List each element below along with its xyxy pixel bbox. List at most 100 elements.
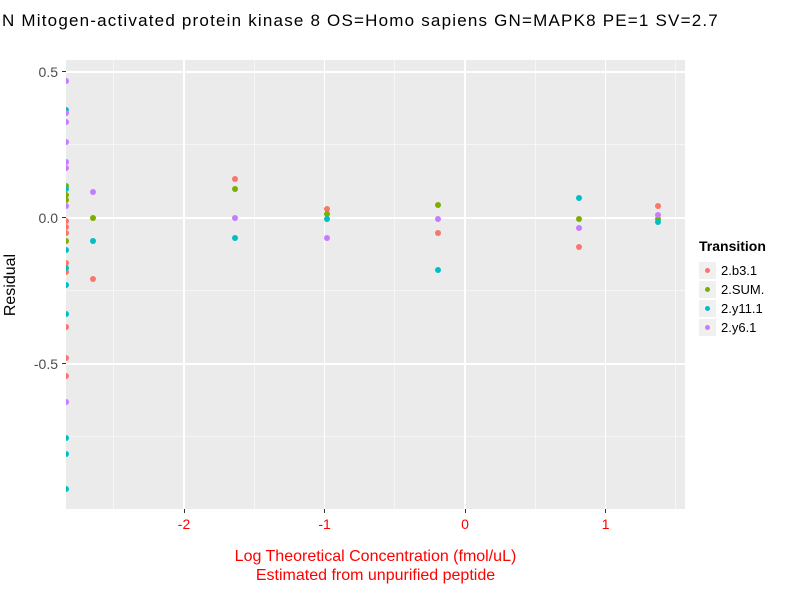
y-tick-mark xyxy=(62,217,66,219)
y-tick-label: 0.0 xyxy=(38,209,58,226)
x-axis-title-line2: Estimated from unpurified peptide xyxy=(255,567,496,584)
y-minor-gridline xyxy=(66,436,685,438)
data-point xyxy=(66,139,69,146)
x-tick-mark xyxy=(183,509,185,513)
y-major-gridline xyxy=(66,71,685,73)
data-point xyxy=(66,372,69,379)
data-point xyxy=(66,217,69,224)
chart-title: N Mitogen-activated protein kinase 8 OS=… xyxy=(2,11,719,30)
data-point xyxy=(66,247,69,254)
legend-swatch-icon xyxy=(705,306,710,311)
data-point xyxy=(575,216,582,223)
legend-item-label: 2.SUM. xyxy=(721,282,765,297)
data-point xyxy=(66,282,69,289)
legend-item: 2.y6.1 xyxy=(699,318,766,337)
data-point xyxy=(575,244,582,251)
data-point xyxy=(66,268,69,275)
data-point xyxy=(66,486,69,493)
data-point xyxy=(575,194,582,201)
data-point xyxy=(324,210,331,217)
data-point xyxy=(324,216,331,223)
x-major-gridline xyxy=(323,60,326,509)
x-tick-mark xyxy=(464,509,466,513)
x-tick-label: -1 xyxy=(318,516,331,532)
data-point xyxy=(66,191,69,198)
data-point xyxy=(66,77,69,84)
x-major-gridline xyxy=(464,60,466,509)
data-point xyxy=(575,225,582,232)
data-point xyxy=(66,355,69,362)
y-major-gridline xyxy=(66,363,685,365)
data-point xyxy=(435,201,442,208)
data-point xyxy=(66,118,69,125)
legend-key xyxy=(699,300,716,317)
legend-item: 2.y11.1 xyxy=(699,299,766,318)
x-minor-gridline xyxy=(113,60,115,509)
legend-items: 2.b3.1 2.SUM. 2.y11.1 2.y6.1 xyxy=(699,261,766,337)
legend-item-label: 2.y6.1 xyxy=(721,320,757,335)
data-point xyxy=(231,214,238,221)
data-point xyxy=(89,276,96,283)
x-major-gridline xyxy=(604,60,607,509)
x-tick-label: -2 xyxy=(177,516,191,532)
data-point xyxy=(66,185,69,192)
x-minor-gridline xyxy=(534,60,536,509)
legend-key xyxy=(699,319,716,336)
y-minor-gridline xyxy=(66,290,685,292)
data-point xyxy=(66,260,69,267)
legend-key xyxy=(699,262,716,279)
y-axis-title: Residual xyxy=(2,253,19,317)
y-tick-label: -0.5 xyxy=(33,355,58,372)
data-point xyxy=(66,165,69,172)
legend-key xyxy=(699,281,716,298)
legend-swatch-icon xyxy=(705,268,710,273)
data-point xyxy=(66,203,69,210)
legend-item: 2.SUM. xyxy=(699,280,766,299)
data-point xyxy=(654,203,661,210)
x-minor-gridline xyxy=(675,60,677,509)
data-point xyxy=(89,188,96,195)
data-point xyxy=(66,435,69,442)
data-point xyxy=(66,324,69,331)
y-tick-mark xyxy=(62,71,66,73)
legend-item: 2.b3.1 xyxy=(699,261,766,280)
y-tick-mark xyxy=(62,363,66,365)
data-point xyxy=(89,238,96,245)
data-point xyxy=(231,185,238,192)
data-point xyxy=(66,311,69,318)
data-point xyxy=(66,159,69,166)
x-tick-label: 0 xyxy=(461,516,469,532)
data-point xyxy=(435,216,442,223)
legend-item-label: 2.y11.1 xyxy=(721,301,763,316)
x-tick-label: 1 xyxy=(601,516,610,532)
data-point xyxy=(66,229,69,236)
x-tick-mark xyxy=(605,509,607,513)
legend: Transition 2.b3.1 2.SUM. 2.y11.1 2.y6.1 xyxy=(699,238,766,337)
data-point xyxy=(231,175,238,182)
y-minor-gridline xyxy=(66,144,685,146)
x-axis-title: Log Theoretical Concentration (fmol/uL) … xyxy=(66,547,685,585)
data-point xyxy=(66,223,69,230)
data-point xyxy=(231,235,238,242)
data-point xyxy=(435,229,442,236)
legend-title: Transition xyxy=(699,238,766,254)
x-tick-mark xyxy=(324,509,326,513)
data-point xyxy=(324,206,331,213)
data-point xyxy=(66,238,69,245)
data-point xyxy=(435,267,442,274)
data-point xyxy=(324,235,331,242)
data-point xyxy=(66,109,69,116)
data-point xyxy=(654,219,661,226)
y-major-gridline xyxy=(66,217,685,219)
data-point xyxy=(654,212,661,219)
data-point xyxy=(66,264,69,271)
x-major-gridline xyxy=(183,60,185,509)
x-minor-gridline xyxy=(394,60,396,509)
legend-swatch-icon xyxy=(705,287,710,292)
y-tick-label: 0.5 xyxy=(38,63,58,80)
legend-swatch-icon xyxy=(705,325,710,330)
plot-panel xyxy=(66,60,685,509)
data-point xyxy=(89,214,96,221)
data-point xyxy=(66,398,69,405)
x-minor-gridline xyxy=(253,60,255,509)
